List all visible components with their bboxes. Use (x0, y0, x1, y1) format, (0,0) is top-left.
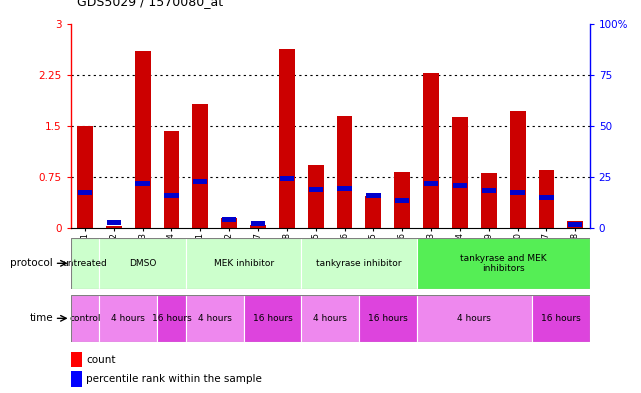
Bar (510, 190, 525, 195)
Text: tankyrase inhibitor: tankyrase inhibitor (316, 259, 402, 268)
Text: DMSO: DMSO (129, 259, 156, 268)
Bar (135, 181, 150, 186)
Text: untreated: untreated (63, 259, 107, 268)
Bar (301, 238, 417, 289)
Bar (251, 221, 265, 226)
Bar (157, 295, 186, 342)
Text: 4 hours: 4 hours (313, 314, 347, 323)
Text: tankyrase and MEK
inhibitors: tankyrase and MEK inhibitors (460, 253, 547, 273)
Bar (308, 165, 324, 228)
Bar (106, 226, 122, 228)
Bar (568, 222, 583, 227)
Text: GDS5029 / 1570080_at: GDS5029 / 1570080_at (77, 0, 223, 8)
Bar (186, 238, 301, 289)
Text: 16 hours: 16 hours (368, 314, 408, 323)
Bar (71, 295, 99, 342)
Text: percentile rank within the sample: percentile rank within the sample (87, 374, 262, 384)
Bar (539, 195, 554, 200)
Bar (481, 173, 497, 228)
Bar (532, 295, 590, 342)
Bar (99, 295, 157, 342)
Bar (359, 295, 417, 342)
Bar (453, 183, 467, 188)
Bar (417, 295, 532, 342)
Bar (106, 220, 121, 225)
Text: 16 hours: 16 hours (253, 314, 292, 323)
Bar (417, 238, 590, 289)
Bar (394, 172, 410, 228)
Bar (308, 187, 323, 192)
Bar (452, 117, 468, 228)
Bar (163, 131, 179, 228)
Bar (222, 217, 237, 222)
Bar (71, 352, 82, 367)
Text: 16 hours: 16 hours (541, 314, 581, 323)
Bar (279, 50, 295, 228)
Bar (78, 190, 92, 195)
Bar (424, 181, 438, 186)
Bar (192, 104, 208, 228)
Text: protocol: protocol (10, 258, 53, 268)
Text: count: count (87, 354, 116, 365)
Bar (366, 193, 381, 198)
Text: time: time (29, 313, 53, 323)
Bar (337, 116, 353, 228)
Bar (567, 221, 583, 228)
Bar (99, 238, 186, 289)
Bar (481, 188, 496, 193)
Bar (395, 198, 410, 203)
Bar (186, 295, 244, 342)
Bar (221, 218, 237, 228)
Text: 4 hours: 4 hours (112, 314, 145, 323)
Bar (164, 193, 179, 198)
Bar (250, 225, 266, 228)
Text: 16 hours: 16 hours (151, 314, 192, 323)
Bar (423, 73, 439, 228)
Bar (244, 295, 301, 342)
Bar (193, 179, 208, 184)
Bar (279, 176, 294, 181)
Bar (510, 111, 526, 228)
Bar (538, 170, 554, 228)
Bar (365, 196, 381, 228)
Bar (71, 371, 82, 387)
Text: control: control (69, 314, 101, 323)
Bar (301, 295, 359, 342)
Bar (71, 238, 99, 289)
Bar (337, 186, 352, 191)
Text: 4 hours: 4 hours (198, 314, 231, 323)
Text: 4 hours: 4 hours (458, 314, 491, 323)
Bar (135, 51, 151, 228)
Bar (77, 126, 93, 228)
Text: MEK inhibitor: MEK inhibitor (213, 259, 274, 268)
